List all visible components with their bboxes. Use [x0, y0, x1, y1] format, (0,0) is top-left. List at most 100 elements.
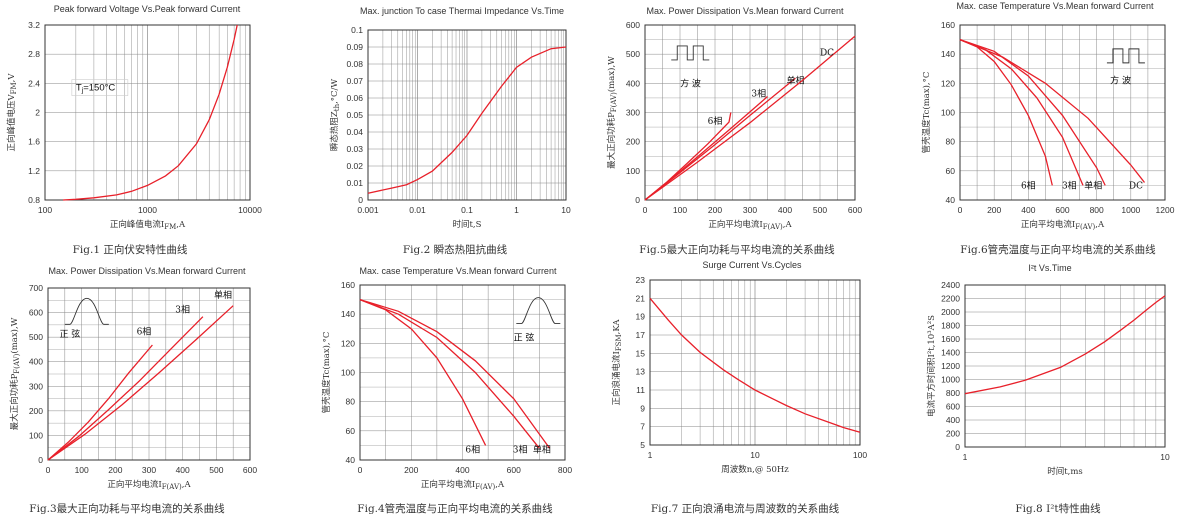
chart-fig3: 0 100 200 300 400 500 600 0 100 200 300 400 500 600 70… [9, 266, 257, 515]
x-tick-label: 0 [46, 465, 51, 475]
y-axis-label: 瞬态热阻Zth,°C/W [329, 79, 341, 152]
x-tick-label: 800 [558, 465, 572, 475]
square-wave-icon [671, 45, 710, 61]
x-tick-label: 600 [507, 465, 521, 475]
y-tick-label: 100 [626, 166, 640, 176]
chart-fig8: 1 10 0 200 400 600 800 1000 1200 1400 1600 1800 2000… [926, 263, 1170, 515]
chart-title: Surge Current Vs.Cycles [702, 260, 802, 270]
series-label: 3相 [1062, 179, 1077, 191]
x-tick-label: 200 [404, 465, 418, 475]
figure-caption: Fig.4管壳温度与正向平均电流的关系曲线 [357, 502, 553, 515]
series-line-2 [47, 316, 204, 461]
x-axis-label-suffix: ,A [783, 220, 793, 230]
x-tick-label: 800 [1090, 205, 1104, 215]
y-tick-label: 0.09 [346, 42, 363, 52]
y-tick-label: 0.1 [351, 25, 363, 35]
chart-title: Max. junction To case Thermai Impedance … [360, 6, 564, 16]
annotation: 正 弦 [59, 328, 80, 340]
y-tick-label: 200 [29, 406, 43, 416]
x-axis-label: 正向峰值电流IFM,A [110, 219, 186, 231]
x-axis-label-main: 正向平均电流I [1021, 219, 1075, 230]
x-axis-label-subscript: FM [164, 223, 176, 231]
y-tick-label: 2000 [941, 307, 960, 317]
y-tick-label: 0.03 [346, 144, 363, 154]
x-tick-label: 400 [778, 205, 792, 215]
y-tick-label: 160 [341, 280, 355, 290]
y-axis-label-main: 最大正向功耗P [606, 112, 617, 169]
y-tick-label: 200 [946, 429, 960, 439]
series-label: DC [1129, 181, 1143, 191]
x-tick-label: 0 [643, 205, 648, 215]
y-tick-label: 300 [626, 108, 640, 118]
chart-fig7: 1 10 100 5 7 9 11 13 15 17 19 21 23 Surge Current Vs.… [611, 260, 867, 515]
y-tick-label: 600 [946, 402, 960, 412]
y-tick-label: 500 [29, 332, 43, 342]
y-axis-label-main: 最大正向功耗P [9, 373, 20, 430]
y-axis-label: 正向峰值电压VFM,V [6, 73, 18, 152]
x-axis-label: 时间t,ms [1047, 466, 1083, 477]
y-tick-label: 11 [636, 385, 645, 395]
figure-caption: Fig.2 瞬态热阻抗曲线 [403, 243, 508, 256]
series-label: DC [820, 49, 834, 59]
annotation-subscript: j [81, 88, 84, 95]
annotation-box [71, 79, 129, 96]
y-axis-label-main: 正向浪涌电流I [611, 351, 622, 405]
x-tick-label: 400 [455, 465, 469, 475]
x-axis-label: 正向平均电流IF(AV),A [1021, 219, 1105, 231]
x-axis-label: 时间t,S [453, 219, 482, 230]
series-label: 6相 [708, 115, 723, 127]
annotation: 正 弦 [514, 331, 535, 343]
plot-frame [367, 29, 567, 201]
y-tick-label: 1.6 [28, 137, 40, 147]
series-label: 3相 [751, 87, 766, 99]
y-axis-label-subscript: F(AV) [13, 353, 21, 373]
y-tick-label: 80 [946, 137, 956, 147]
series-label: 6相 [1021, 179, 1036, 191]
y-axis-label-subscript: FM [10, 82, 18, 94]
series-line-1 [62, 24, 238, 201]
chart-title: Max. Power Dissipation Vs.Mean forward C… [48, 266, 246, 276]
chart-title: Max. case Temperature Vs.Mean forward Cu… [360, 266, 557, 276]
x-tick-label: 1 [963, 452, 968, 462]
x-tick-label: 200 [708, 205, 722, 215]
series-label: 6相 [465, 444, 480, 456]
y-axis-label-main: 正向峰值电压V [6, 94, 17, 152]
x-tick-label: 600 [1055, 205, 1069, 215]
figure-caption: Fig.7 正向浪涌电流与周波数的关系曲线 [651, 502, 840, 515]
annotation: Tj=150°C [76, 83, 116, 95]
x-axis-label-subscript: F(AV) [475, 483, 495, 491]
figure-caption: Fig.1 正向伏安特性曲线 [73, 243, 188, 256]
chart-title: I²t Vs.Time [1028, 263, 1071, 273]
x-axis-label-subscript: F(AV) [162, 483, 182, 491]
x-tick-label: 0.1 [461, 205, 473, 215]
y-axis-label-main: 管壳温度Tc(max),°C [321, 332, 332, 414]
y-axis-label: 最大正向功耗PF(AV)(max),W [9, 317, 21, 430]
plot-frame [644, 24, 856, 201]
chart-fig6: 0 200 400 600 800 1000 1200 40 60 80 100 120 140 160M… [921, 1, 1175, 256]
x-tick-label: 200 [987, 205, 1001, 215]
gridlines [44, 24, 250, 201]
x-axis-label-main: 正向平均电流I [708, 219, 762, 230]
y-tick-label: 700 [29, 283, 43, 293]
y-tick-label: 80 [346, 397, 356, 407]
y-axis-label-suffix: ,V [7, 73, 17, 83]
x-tick-label: 200 [108, 465, 122, 475]
x-tick-label: 500 [209, 465, 223, 475]
series-line-2 [359, 298, 540, 449]
y-axis-label-subscript: F(AV) [610, 92, 618, 112]
series-line-4 [959, 38, 1146, 183]
y-tick-label: 0 [38, 455, 43, 465]
x-axis-label-subscript: F(AV) [763, 223, 783, 231]
y-tick-label: 17 [636, 330, 646, 340]
series-label: 3相 [513, 444, 528, 456]
series-line-3 [644, 77, 796, 201]
x-axis-label: 正向平均电流IF(AV),A [421, 479, 505, 491]
y-tick-label: 5 [640, 440, 645, 450]
y-tick-label: 400 [29, 357, 43, 367]
series-line-1 [964, 295, 1166, 395]
y-tick-label: 23 [636, 275, 646, 285]
plot-frame [44, 24, 251, 201]
y-axis-label-main: 电流平方时间积I²t,10³A²S [926, 315, 937, 417]
y-axis-label-suffix: (max),W [606, 56, 617, 92]
y-tick-label: 0.05 [346, 110, 363, 120]
